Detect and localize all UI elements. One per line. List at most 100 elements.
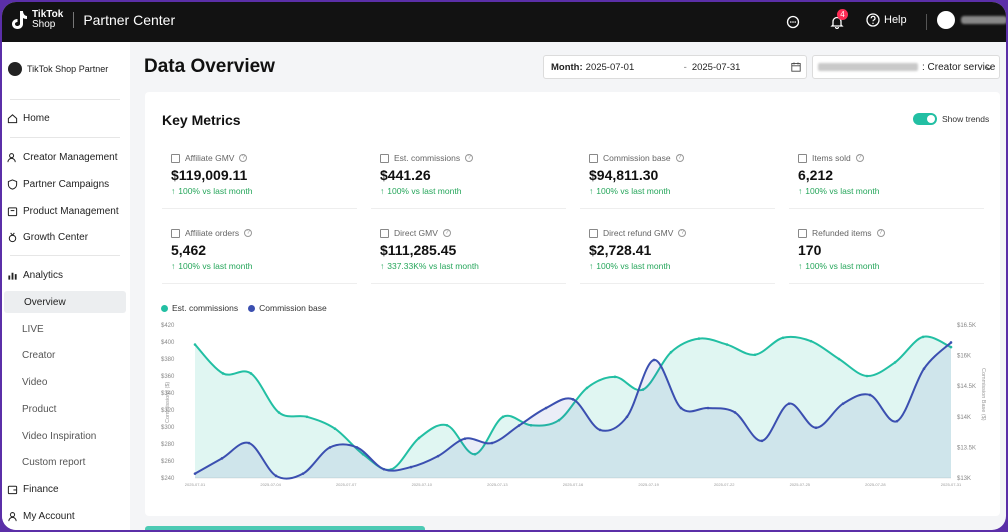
sidebar-item-partner-campaigns[interactable]: Partner Campaigns <box>2 173 130 195</box>
tiktok-shop-logo[interactable]: TikTok Shop Partner Center <box>10 10 175 30</box>
sidebar-item-my-account[interactable]: My Account <box>2 505 130 527</box>
start-date[interactable]: 2025-07-01 <box>585 61 635 73</box>
metric-checkbox[interactable] <box>171 153 180 163</box>
info-icon[interactable]: ? <box>239 154 248 162</box>
right-tick-label: $14.5K <box>957 384 976 390</box>
left-tick-label: $240 <box>161 476 175 482</box>
sidebar-item-video-inspiration[interactable]: Video Inspiration <box>2 425 130 447</box>
commissions-point <box>305 415 309 419</box>
x-tick-label: 2025-07-01 <box>185 482 206 487</box>
commissions-point <box>781 336 785 340</box>
metric-header: Direct refund GMV? <box>589 228 779 238</box>
metric-checkbox[interactable] <box>171 228 180 238</box>
metric-card[interactable]: Refunded items? 170 ↑ 100% vs last month <box>798 228 988 286</box>
service-selector[interactable]: : Creator service <box>812 55 1000 79</box>
info-icon[interactable]: ? <box>675 154 684 162</box>
commissions-point <box>445 424 449 427</box>
right-tick-label: $13.5K <box>957 445 976 451</box>
help-button[interactable]: Help <box>866 13 907 27</box>
metric-value: $94,811.30 <box>589 167 659 183</box>
question-icon <box>866 13 880 27</box>
end-date[interactable]: 2025-07-31 <box>691 61 741 73</box>
left-tick-label: $260 <box>161 459 175 465</box>
metric-card[interactable]: Est. commissions? $441.26 ↑ 100% vs last mo… <box>380 153 570 211</box>
sidebar-item-label: LIVE <box>22 323 44 335</box>
show-trends-switch[interactable] <box>913 113 937 125</box>
sidebar-item-custom-report[interactable]: Custom report <box>2 451 130 473</box>
metric-card[interactable]: Commission base? $94,811.30 ↑ 100% vs last … <box>589 153 779 211</box>
metric-header: Commission base? <box>589 153 779 163</box>
info-icon[interactable]: ? <box>876 229 885 237</box>
metric-value: 170 <box>798 242 822 258</box>
commissions-point <box>949 345 953 349</box>
x-tick-label: 2025-07-22 <box>714 482 735 487</box>
commissions-point <box>361 452 365 456</box>
sidebar-item-overview[interactable]: Overview <box>4 291 126 313</box>
metric-card[interactable]: Affiliate orders? 5,462 ↑ 100% vs last mont… <box>171 228 361 286</box>
commissions-point <box>529 424 533 427</box>
arrow-up-icon: ↑ <box>798 261 803 271</box>
commission-base-point <box>436 454 440 458</box>
commissions-point <box>277 411 281 414</box>
metric-checkbox[interactable] <box>589 228 598 238</box>
sidebar-item-creator[interactable]: Creator <box>2 344 130 366</box>
metric-checkbox[interactable] <box>798 153 807 163</box>
commissions-point <box>473 452 477 456</box>
chat-icon[interactable] <box>783 12 803 32</box>
sidebar-item-label: Creator Management <box>23 151 118 163</box>
month-picker[interactable]: Month: 2025-07-01 - 2025-07-31 <box>543 55 807 79</box>
help-label: Help <box>884 14 907 26</box>
metric-card[interactable]: Direct GMV? $111,285.45 ↑ 337.33K% vs last … <box>380 228 570 286</box>
brand-line-2: Shop <box>32 19 56 30</box>
sidebar-item-finance[interactable]: Finance <box>2 478 130 500</box>
commission-base-area <box>195 342 951 479</box>
metric-checkbox[interactable] <box>380 228 389 238</box>
metric-card[interactable]: Affiliate GMV? $119,009.11 ↑ 100% vs last m… <box>171 153 361 211</box>
partner-account[interactable]: TikTok Shop Partner <box>8 62 108 76</box>
info-icon[interactable]: ? <box>244 229 253 237</box>
metric-change: ↑ 337.33K% vs last month <box>380 261 570 271</box>
y-axis-left-title: Commissions ($) <box>165 382 171 423</box>
info-icon[interactable]: ? <box>678 229 687 237</box>
commissions-point <box>221 372 225 375</box>
service-name-redacted <box>818 63 918 71</box>
info-icon[interactable]: ? <box>855 154 864 162</box>
sidebar-item-creator-management[interactable]: Creator Management <box>2 146 130 168</box>
metric-change-text: 100% vs last month <box>387 186 462 196</box>
sidebar-item-label: Video Inspiration <box>22 430 97 442</box>
show-trends-toggle[interactable]: Show trends <box>913 113 989 125</box>
legend-item-commission-base[interactable]: Commission base <box>248 303 327 313</box>
bell-icon[interactable]: 4 <box>827 9 848 32</box>
metric-card[interactable]: Direct refund GMV? $2,728.41 ↑ 100% vs last… <box>589 228 779 286</box>
sidebar-item-label: Product <box>22 403 57 415</box>
sidebar-item-live[interactable]: LIVE <box>2 318 130 340</box>
arrow-up-icon: ↑ <box>380 261 385 271</box>
commission-base-point <box>679 406 683 410</box>
sidebar-item-product-management[interactable]: Product Management <box>2 200 130 222</box>
info-icon[interactable]: ? <box>465 154 474 162</box>
sidebar-item-growth-center[interactable]: Growth Center <box>2 226 130 248</box>
metric-checkbox[interactable] <box>589 153 598 163</box>
x-tick-label: 2025-07-07 <box>336 482 357 487</box>
info-icon[interactable]: ? <box>442 229 451 237</box>
sidebar-item-analytics[interactable]: Analytics <box>2 264 130 286</box>
sidebar-item-home[interactable]: Home <box>2 107 130 129</box>
metric-checkbox[interactable] <box>798 228 807 238</box>
commission-base-point <box>868 393 872 397</box>
sidebar-item-product[interactable]: Product <box>2 398 130 420</box>
service-label: : Creator service <box>922 61 996 73</box>
calendar-icon[interactable] <box>791 62 801 72</box>
metric-header: Direct GMV? <box>380 228 570 238</box>
metric-change: ↑ 100% vs last month <box>798 186 988 196</box>
chart-legend: Est. commissions Commission base <box>161 303 337 313</box>
arrow-up-icon: ↑ <box>589 261 594 271</box>
x-tick-label: 2025-07-25 <box>790 482 811 487</box>
commissions-point <box>585 386 589 390</box>
metric-card[interactable]: Items sold? 6,212 ↑ 100% vs last month <box>798 153 988 211</box>
legend-item-commissions[interactable]: Est. commissions <box>161 303 238 313</box>
sidebar-item-video[interactable]: Video <box>2 371 130 393</box>
user-menu[interactable] <box>937 11 1006 29</box>
metric-checkbox[interactable] <box>380 153 389 163</box>
partner-account-name: TikTok Shop Partner <box>27 64 109 74</box>
